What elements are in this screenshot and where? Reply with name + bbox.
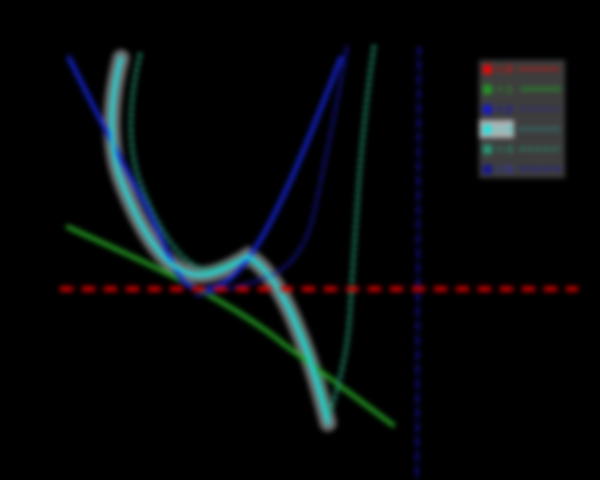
svg-text:= 3: = 3 [497,124,513,136]
svg-text:= 4: = 4 [497,144,513,156]
svg-text:= 5: = 5 [497,164,513,176]
svg-text:= 2: = 2 [497,104,513,116]
svg-text:= 0: = 0 [497,64,513,76]
svg-text:= 1: = 1 [497,84,513,96]
